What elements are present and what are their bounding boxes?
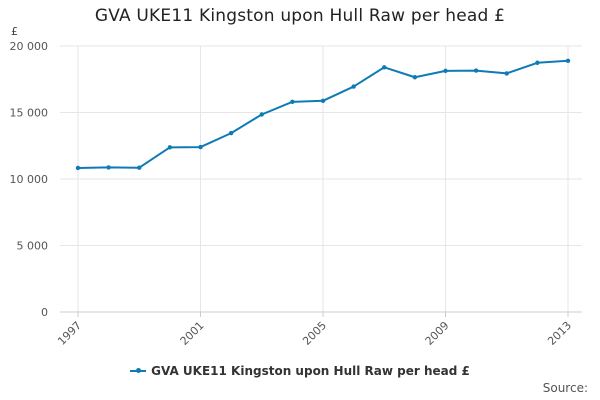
x-tick-label: 2009: [423, 319, 452, 348]
y-tick-label: 10 000: [10, 173, 49, 186]
y-tick-label: 5 000: [17, 240, 49, 253]
data-point: [290, 99, 295, 105]
data-point: [351, 84, 356, 89]
data-point: [412, 75, 418, 80]
data-point: [535, 60, 540, 65]
data-point: [443, 68, 448, 74]
legend-line-marker-icon: [130, 366, 147, 376]
legend-label: GVA UKE11 Kingston upon Hull Raw per hea…: [151, 364, 470, 378]
x-tick-label: 2013: [545, 319, 574, 348]
data-point: [565, 58, 571, 63]
gridlines: [60, 45, 582, 312]
x-tick-label: 1997: [55, 319, 84, 348]
y-tick-label: 20 000: [10, 40, 49, 53]
y-tick-label: 15 000: [10, 107, 49, 120]
data-point: [320, 98, 326, 103]
y-axis-unit-label: £: [11, 25, 18, 38]
data-point: [198, 144, 203, 150]
series-layer: [75, 58, 571, 171]
source-label: Source:: [542, 381, 588, 395]
data-point: [137, 165, 142, 170]
data-point: [106, 165, 111, 170]
y-tick-label: 0: [41, 306, 48, 319]
data-point: [228, 130, 234, 136]
data-point: [167, 145, 173, 150]
data-point: [473, 68, 479, 73]
data-point: [504, 71, 509, 76]
legend-item[interactable]: GVA UKE11 Kingston upon Hull Raw per hea…: [130, 364, 470, 378]
axes: 0 5 000 10 000 15 000 20 000 1997 2001 2005 2009…: [10, 40, 582, 348]
chart-title: GVA UKE11 Kingston upon Hull Raw per hea…: [94, 6, 506, 26]
data-point: [382, 65, 387, 70]
data-point: [75, 165, 81, 171]
legend: GVA UKE11 Kingston upon Hull Raw per hea…: [0, 364, 600, 379]
data-point: [259, 112, 264, 117]
x-tick-label: 2005: [300, 319, 329, 348]
x-tick-label: 2001: [178, 319, 207, 348]
